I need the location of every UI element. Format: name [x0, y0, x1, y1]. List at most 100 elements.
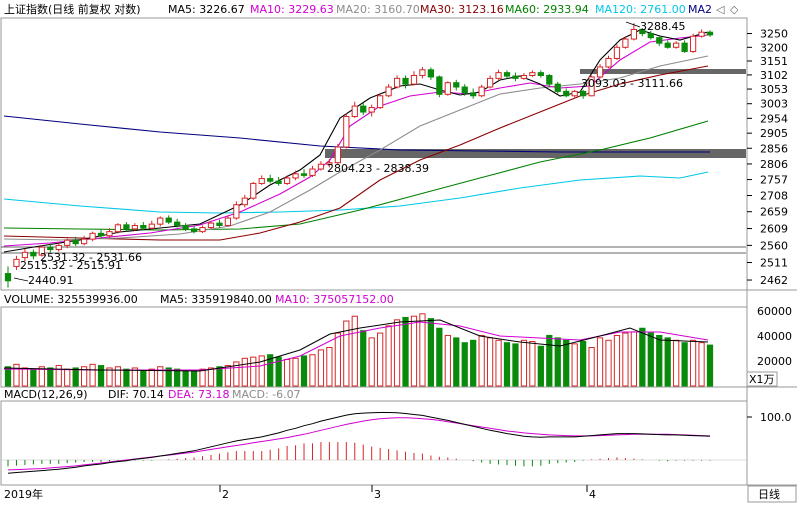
volume-bar[interactable] — [664, 337, 671, 387]
candle[interactable] — [613, 46, 621, 59]
volume-bar[interactable] — [613, 334, 621, 387]
volume-bar[interactable] — [673, 339, 680, 387]
candle[interactable] — [673, 42, 680, 48]
volume-bar[interactable] — [393, 319, 401, 387]
volume-bar[interactable] — [520, 339, 528, 387]
candle[interactable] — [199, 227, 206, 233]
candle[interactable] — [470, 92, 477, 97]
candle[interactable] — [174, 221, 181, 226]
candle[interactable] — [571, 90, 578, 97]
candle[interactable] — [64, 239, 71, 246]
candle[interactable] — [453, 82, 460, 88]
arrow-right-icon[interactable]: ◇ — [730, 3, 739, 16]
volume-bar[interactable] — [250, 356, 257, 387]
volume-bar[interactable] — [106, 367, 113, 387]
candle[interactable] — [537, 72, 544, 76]
volume-bar[interactable] — [343, 320, 350, 387]
volume-bar[interactable] — [596, 337, 604, 387]
volume-bar[interactable] — [47, 367, 54, 387]
volume-bar[interactable] — [444, 334, 451, 387]
candle[interactable] — [241, 197, 248, 206]
candle[interactable] — [292, 173, 299, 179]
volume-bar[interactable] — [563, 339, 570, 387]
candle[interactable] — [486, 77, 494, 88]
volume-bar[interactable] — [4, 366, 12, 387]
candle[interactable] — [461, 86, 468, 94]
volume-bar[interactable] — [647, 332, 654, 387]
volume-bar[interactable] — [13, 363, 20, 387]
candle[interactable] — [622, 38, 629, 48]
volume-bar[interactable] — [292, 357, 299, 387]
candle[interactable] — [689, 35, 697, 52]
volume-bar[interactable] — [89, 363, 96, 387]
volume-bar[interactable] — [512, 343, 519, 387]
volume-bar[interactable] — [207, 367, 215, 387]
volume-bar[interactable] — [385, 325, 392, 387]
volume-bar[interactable] — [157, 366, 164, 387]
volume-bar[interactable] — [427, 318, 435, 387]
volume-bar[interactable] — [554, 337, 561, 387]
volume-bar[interactable] — [267, 354, 274, 387]
volume-bar[interactable] — [588, 347, 595, 387]
candle[interactable] — [123, 224, 130, 230]
candle[interactable] — [21, 251, 29, 259]
volume-bar[interactable] — [436, 327, 443, 387]
volume-bar[interactable] — [486, 337, 494, 387]
candle[interactable] — [368, 107, 375, 113]
period-button[interactable] — [747, 485, 797, 503]
candle[interactable] — [157, 217, 164, 225]
volume-bar[interactable] — [546, 334, 553, 387]
volume-bar[interactable] — [131, 367, 138, 387]
volume-bar[interactable] — [537, 345, 544, 387]
candle[interactable] — [563, 90, 570, 97]
candle[interactable] — [410, 74, 418, 85]
volume-bar[interactable] — [470, 339, 477, 387]
ma-more-legend[interactable]: MA2 — [688, 3, 712, 16]
candle[interactable] — [385, 86, 392, 97]
volume-bar[interactable] — [580, 340, 587, 387]
volume-bar[interactable] — [639, 327, 646, 387]
candle[interactable] — [656, 37, 663, 44]
candle[interactable] — [300, 173, 308, 176]
volume-bar[interactable] — [402, 316, 409, 387]
candle[interactable] — [402, 77, 409, 85]
volume-bar[interactable] — [21, 367, 29, 387]
volume-bar[interactable] — [630, 331, 638, 387]
candle[interactable] — [419, 69, 426, 76]
candle[interactable] — [427, 69, 435, 78]
candle[interactable] — [520, 74, 528, 79]
candle[interactable] — [588, 76, 595, 97]
candle[interactable] — [503, 72, 511, 77]
candle[interactable] — [360, 105, 367, 113]
candle[interactable] — [647, 33, 654, 39]
volume-bar[interactable] — [174, 368, 181, 387]
candle[interactable] — [546, 74, 553, 85]
volume-bar[interactable] — [140, 369, 147, 387]
candle[interactable] — [80, 238, 88, 245]
candle[interactable] — [89, 232, 96, 240]
candle[interactable] — [478, 86, 485, 97]
candle[interactable] — [605, 57, 612, 68]
candle[interactable] — [495, 72, 502, 79]
candle[interactable] — [258, 178, 265, 184]
candle[interactable] — [267, 178, 274, 182]
candle[interactable] — [13, 258, 20, 267]
volume-bar[interactable] — [148, 368, 155, 387]
candle[interactable] — [97, 232, 105, 237]
volume-bar[interactable] — [698, 342, 705, 387]
candle[interactable] — [377, 95, 384, 109]
candle[interactable] — [182, 224, 189, 230]
candle[interactable] — [664, 42, 671, 48]
candle[interactable] — [529, 72, 536, 76]
candle[interactable] — [436, 76, 443, 95]
volume-bar[interactable] — [689, 339, 697, 387]
volume-bar[interactable] — [351, 315, 358, 387]
volume-bar[interactable] — [258, 355, 265, 387]
candle[interactable] — [512, 75, 519, 79]
volume-bar[interactable] — [309, 354, 316, 387]
candle[interactable] — [334, 146, 341, 164]
volume-bar[interactable] — [114, 366, 122, 387]
candle[interactable] — [4, 273, 12, 282]
volume-bar[interactable] — [571, 343, 578, 387]
volume-bar[interactable] — [30, 368, 37, 387]
